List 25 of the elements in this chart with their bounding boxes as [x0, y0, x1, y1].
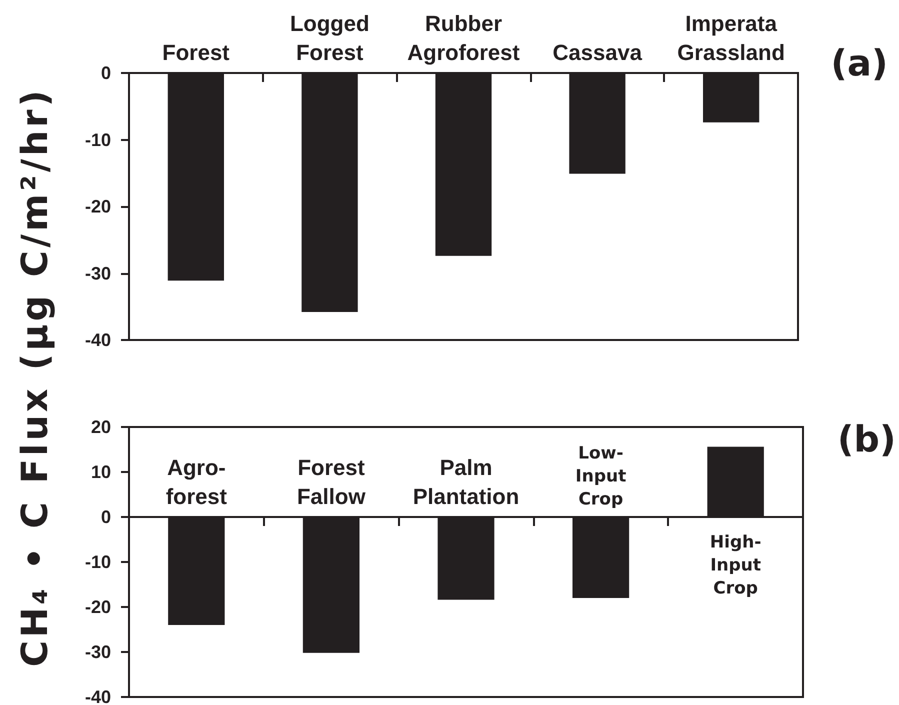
- y-tick-label: -20: [84, 597, 111, 617]
- x-tick-label: Cassava: [552, 40, 643, 65]
- x-tick-label: Low-Input Crop: [575, 444, 626, 510]
- x-tick-label: Forest Fallow: [296, 455, 366, 509]
- y-tick-label: -40: [84, 330, 111, 350]
- y-tick-label: -10: [84, 552, 111, 572]
- x-tick-label: Forest: [162, 40, 230, 65]
- y-tick-label: 0: [100, 507, 111, 527]
- x-tick-label: High-Input Crop: [710, 532, 762, 598]
- x-tick-label: Palm Plantation: [412, 455, 520, 509]
- x-tick-label: Rubber Agroforest: [407, 11, 520, 65]
- y-tick-label: -40: [84, 687, 111, 705]
- y-tick-label: -30: [84, 642, 111, 662]
- x-tick-label: Agro-forest: [166, 455, 228, 509]
- text: (b): [837, 420, 896, 460]
- x-tick-label: Imperata Grassland: [677, 11, 785, 65]
- y-tick-label: 20: [90, 417, 111, 437]
- y-tick-label: 10: [90, 462, 111, 482]
- y-tick-label: -10: [84, 130, 111, 150]
- y-axis-title: CH₄ • C Flux (μg C/m²/hr): [15, 87, 56, 667]
- text: (a): [830, 44, 888, 84]
- x-tick-label: Logged Forest: [290, 11, 370, 65]
- y-tick-label: -30: [84, 263, 111, 284]
- y-tick-label: -20: [84, 196, 111, 216]
- y-tick-label: 0: [100, 63, 111, 83]
